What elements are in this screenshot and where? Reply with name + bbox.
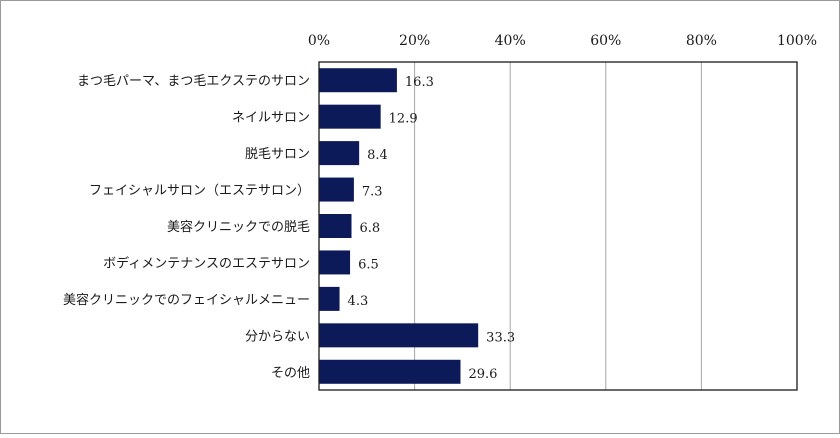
- x-axis-tick-labels: 0% 20% 40% 60% 80% 100%: [308, 33, 817, 49]
- data-label: 4.3: [348, 294, 369, 309]
- category-label: フェイシャルサロン（エステサロン）: [89, 184, 310, 199]
- data-label: 6.5: [358, 257, 379, 272]
- category-label: ネイルサロン: [232, 111, 310, 126]
- bar: [319, 214, 352, 238]
- x-tick-label: 40%: [495, 33, 526, 49]
- data-label: 12.9: [389, 112, 418, 127]
- data-label: 16.3: [405, 75, 434, 90]
- category-label: ボディメンテナンスのエステサロン: [103, 255, 310, 271]
- x-tick-label: 20%: [399, 33, 430, 49]
- category-label: 脱毛サロン: [245, 147, 310, 162]
- data-label: 7.3: [362, 185, 383, 200]
- data-label: 29.6: [468, 367, 497, 382]
- data-label: 8.4: [367, 148, 388, 163]
- x-tick-label: 0%: [308, 33, 330, 49]
- plot-area-border: [318, 61, 798, 391]
- category-label: まつ毛パーマ、まつ毛エクステのサロン: [77, 74, 310, 89]
- category-label: 美容クリニックでのフェイシャルメニュー: [63, 292, 310, 308]
- bar: [319, 141, 360, 166]
- bar: [319, 177, 354, 202]
- category-labels: まつ毛パーマ、まつ毛エクステのサロンネイルサロン脱毛サロンフェイシャルサロン（エ…: [63, 74, 310, 381]
- x-tick-label: 100%: [777, 33, 817, 49]
- category-label: その他: [271, 366, 310, 381]
- x-tick-label: 80%: [686, 33, 717, 49]
- x-tick-label: 60%: [590, 33, 621, 49]
- bar: [319, 68, 397, 93]
- bars: [319, 68, 479, 384]
- bar: [319, 104, 381, 129]
- bar: [319, 323, 479, 348]
- data-label: 6.8: [360, 221, 381, 236]
- bar: [319, 250, 351, 275]
- category-label: 分からない: [245, 329, 310, 344]
- bar: [319, 286, 340, 311]
- category-label: 美容クリニックでの脱毛: [167, 219, 310, 235]
- bar: [319, 359, 461, 384]
- data-label: 33.3: [486, 330, 515, 345]
- data-labels: 16.3 12.9 8.4 7.3 6.8 6.5 4.3 33.3 29.6: [348, 75, 516, 382]
